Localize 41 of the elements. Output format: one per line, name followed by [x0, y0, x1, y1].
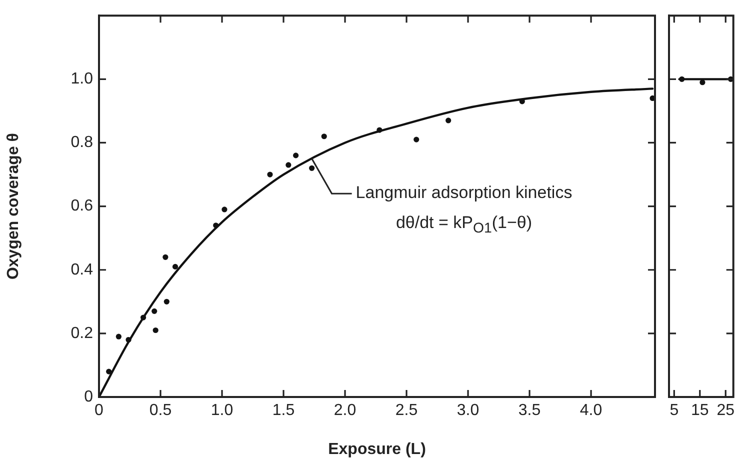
x-tick-label: 2.0 — [334, 402, 356, 420]
point — [213, 222, 219, 228]
line-series — [99, 88, 654, 397]
point — [152, 327, 158, 334]
point — [152, 308, 158, 314]
y-tick-label: 0.4 — [70, 261, 94, 278]
point — [267, 172, 273, 178]
x-tick-label: 5 — [670, 402, 679, 420]
x-tick-label: 25 — [716, 402, 735, 420]
point — [414, 136, 420, 142]
x-tick-label: 4.0 — [580, 402, 602, 420]
x-tick-label: 1.5 — [272, 402, 295, 420]
point — [116, 334, 122, 340]
point — [321, 134, 327, 140]
point — [106, 368, 112, 374]
point — [172, 264, 178, 270]
y-tick-label: 0.6 — [70, 198, 94, 215]
x-tick-label: 2.5 — [395, 402, 418, 420]
x-tick-label: 3.5 — [518, 402, 541, 420]
y-tick-label: 0 — [84, 388, 94, 406]
y-tick-label: 1.0 — [70, 70, 94, 88]
point — [293, 152, 299, 158]
x-tick-label: 0.5 — [149, 402, 172, 420]
x-tick-label: 15 — [690, 402, 709, 420]
point — [222, 206, 228, 212]
y-tick-label: 0.2 — [70, 324, 94, 342]
point — [376, 127, 382, 133]
point — [162, 254, 168, 260]
x-tick-label: 3.0 — [456, 402, 480, 420]
annotation: dθ/dt = kP$_{O1}$(1−θ) — [396, 212, 532, 236]
point — [309, 165, 315, 171]
point — [286, 162, 292, 168]
y-tick-label: 0.8 — [70, 134, 94, 152]
x-tick-label: 1.0 — [210, 402, 234, 420]
point — [164, 298, 170, 304]
point — [126, 336, 132, 343]
point — [140, 314, 146, 320]
x-axis-title: Exposure (L) — [328, 440, 426, 458]
point — [446, 118, 452, 124]
y-axis-title: Oxygen coverage θ — [5, 133, 22, 280]
annotation: Langmuir adsorption kinetics — [356, 182, 572, 203]
